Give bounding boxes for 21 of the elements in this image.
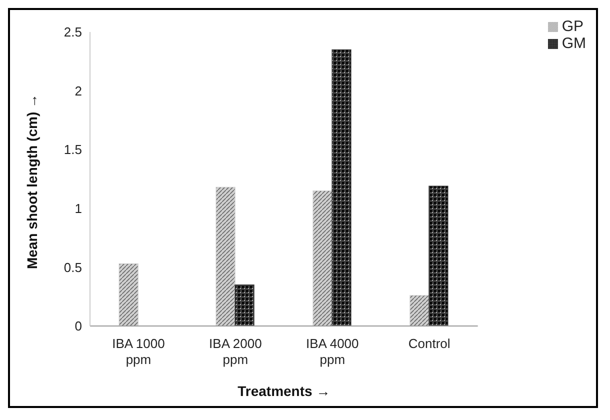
x-tick-label: IBA 4000 ppm xyxy=(306,336,359,367)
bar xyxy=(332,49,352,326)
x-axis-title: Treatments → xyxy=(238,383,330,399)
x-tick-label: IBA 1000 ppm xyxy=(112,336,165,367)
y-axis-title: Mean shoot length (cm) → xyxy=(24,94,40,269)
y-tick-label: 2 xyxy=(74,83,82,98)
bar xyxy=(118,263,138,326)
bar xyxy=(428,186,448,326)
y-tick-label: 0 xyxy=(74,318,82,334)
bar xyxy=(216,186,236,326)
legend-label: GM xyxy=(562,35,586,52)
x-tick-label: IBA 2000 ppm xyxy=(209,336,262,367)
y-tick-label: 1.5 xyxy=(64,142,82,158)
bar xyxy=(234,284,254,326)
bar xyxy=(410,295,430,326)
y-tick-label: 0.5 xyxy=(64,260,82,275)
y-tick-label: 2.5 xyxy=(64,24,82,40)
y-tick-label: 1 xyxy=(74,201,82,216)
bar xyxy=(312,190,332,326)
x-tick-label: Control xyxy=(408,336,450,351)
legend-label: GP xyxy=(562,18,584,35)
